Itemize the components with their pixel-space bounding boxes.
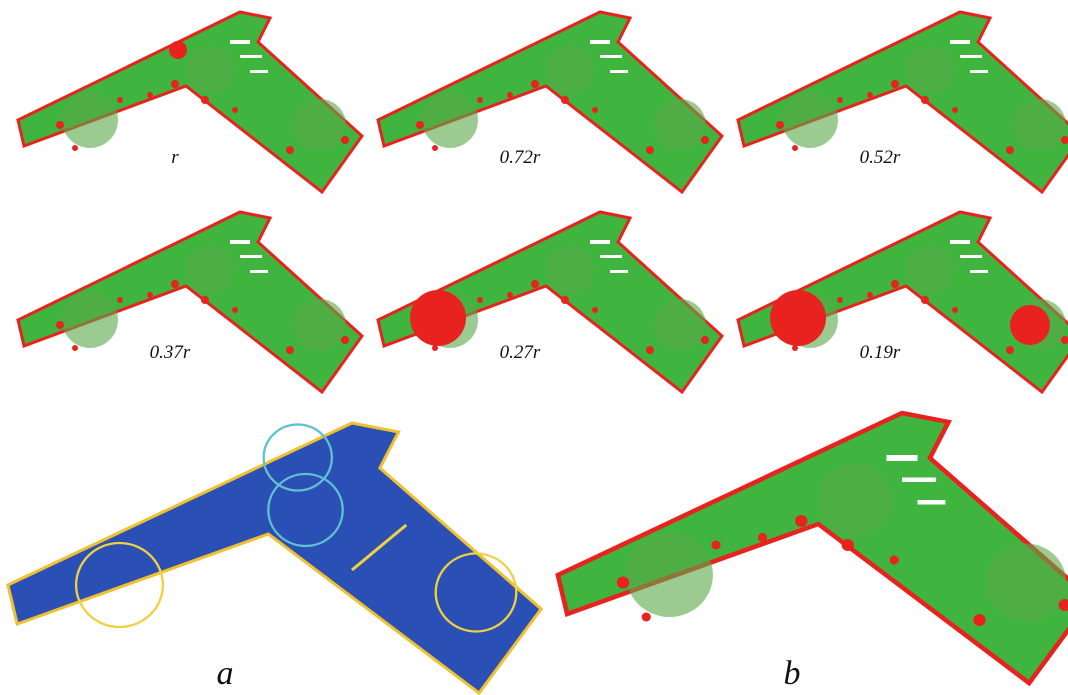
- panel-072r: [378, 12, 722, 192]
- panel-letter: b: [784, 655, 801, 692]
- red-blob: [1010, 305, 1050, 345]
- figure: r 0.72r 0.52r 0.37r 0.27r 0.19r a b: [0, 0, 1068, 695]
- panel-label: r: [171, 147, 179, 168]
- panel-label: 0.72r: [500, 147, 541, 168]
- panel-b: [558, 413, 1068, 683]
- panel-letter: a: [217, 655, 234, 692]
- red-blob: [770, 290, 826, 346]
- panel-label: 0.52r: [860, 147, 901, 168]
- panel-052r: [738, 12, 1068, 192]
- panel-r: [18, 12, 362, 192]
- red-blob: [410, 290, 466, 346]
- panel-label: 0.37r: [150, 342, 191, 363]
- panel-label: 0.27r: [500, 342, 541, 363]
- red-blob: [169, 41, 187, 59]
- panel-label: 0.19r: [860, 342, 901, 363]
- panel-a: [8, 423, 541, 693]
- panel-037r: [18, 212, 362, 392]
